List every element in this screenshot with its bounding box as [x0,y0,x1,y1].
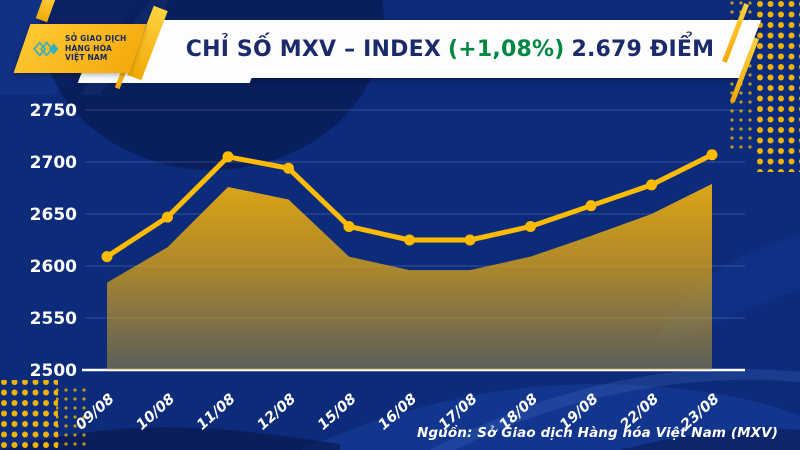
svg-text:2550: 2550 [30,309,77,329]
title-points: 2.679 ĐIỂM [571,36,715,62]
svg-text:2700: 2700 [30,153,77,173]
mxv-logo-mark-icon [32,36,60,62]
y-axis-labels: 2500 2550 2600 2650 2700 2750 [30,101,77,381]
svg-text:10/08: 10/08 [134,391,179,433]
svg-text:12/08: 12/08 [255,391,300,433]
svg-text:2750: 2750 [30,101,77,121]
area-fill [107,183,712,370]
page-title: CHỈ SỐ MXV – INDEX (+1,08%) 2.679 ĐIỂM [160,20,740,78]
data-points [101,149,718,263]
svg-text:09/08: 09/08 [73,391,118,433]
svg-text:11/08: 11/08 [194,391,239,433]
svg-text:15/08: 15/08 [315,391,360,433]
svg-text:2500: 2500 [30,361,77,381]
mxv-logo: SỞ GIAO DỊCH HÀNG HÓA VIỆT NAM [13,24,147,73]
title-main: CHỈ SỐ MXV – INDEX [185,36,441,62]
svg-text:16/08: 16/08 [376,391,421,433]
title-change-percent: (+1,08%) [448,36,565,62]
halftone-dots-bottom-left [0,380,86,450]
logo-org-name: SỞ GIAO DỊCH HÀNG HÓA VIỆT NAM [65,33,127,63]
source-caption: Nguồn: Sở Giao dịch Hàng hóa Việt Nam (M… [417,425,778,441]
svg-text:2600: 2600 [30,257,77,277]
svg-text:2650: 2650 [30,205,77,225]
